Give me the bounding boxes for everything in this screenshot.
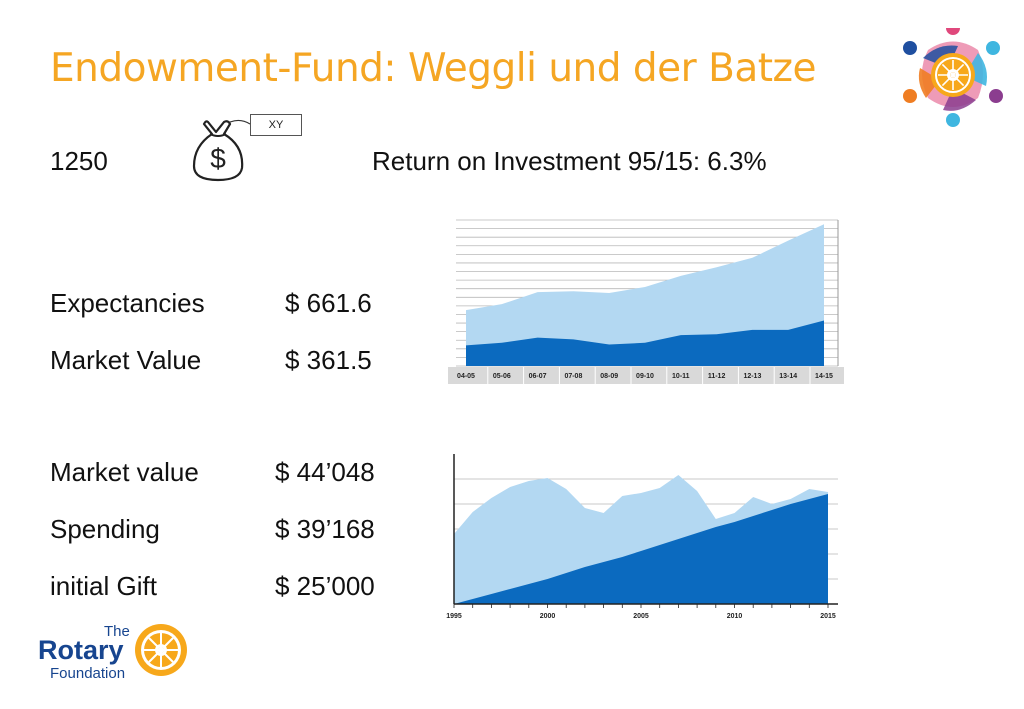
dark-area-series [454, 494, 828, 604]
x-tick-label: 10-11 [672, 373, 690, 380]
light-area-series [466, 224, 824, 366]
x-tick-label: 2000 [540, 613, 556, 620]
row-value: $ 361.5 [285, 345, 372, 375]
row-value: $ 39’168 [275, 514, 375, 544]
row-label: Market value [50, 457, 199, 487]
x-tick-label: 12-13 [743, 373, 761, 380]
x-tick-label: 14-15 [815, 373, 833, 380]
row-label: initial Gift [50, 571, 157, 601]
chart-market-value-by-fiscal-year: 04-05 05-06 06-07 07-08 08-09 09-10 10-11 11-12… [448, 219, 844, 384]
row-value: $ 44’048 [275, 457, 375, 487]
logo-rotary: Rotary [38, 635, 124, 665]
xy-tag: XY [250, 114, 302, 136]
logo-foundation: Foundation [50, 665, 126, 682]
logo-the: The [104, 623, 130, 640]
wheel-center-rotary-emblem [931, 53, 975, 97]
rotary-people-wheel-icon [903, 28, 1003, 127]
x-tick-label: 2005 [633, 613, 649, 620]
row-label: Market Value [50, 345, 202, 375]
x-tick-label: 07-08 [564, 373, 582, 380]
dark-area-series [466, 320, 824, 366]
x-tick-label: 1995 [446, 613, 462, 620]
row-value: $ 25’000 [275, 571, 375, 601]
x-axis-band [448, 367, 844, 384]
row-label: Expectancies [50, 288, 205, 318]
bag-dollar-sign: $ [210, 143, 226, 174]
x-tick-label: 09-10 [636, 373, 654, 380]
slide-title: Endowment-Fund: Weggli und der Batze [50, 46, 817, 91]
row-value: $ 661.6 [285, 288, 372, 318]
x-tick-label: 05-06 [493, 373, 511, 380]
x-tick-label: 08-09 [600, 373, 618, 380]
row-label: Spending [50, 514, 160, 544]
money-bag-icon: $ [192, 120, 244, 182]
count-value: 1250 [50, 146, 108, 176]
x-tick-label: 11-12 [708, 373, 726, 380]
x-tick-label: 13-14 [779, 373, 797, 380]
x-tick-label: 04-05 [457, 373, 475, 380]
x-tick-label: 06-07 [529, 373, 547, 380]
roi-text: Return on Investment 95/15: 6.3% [372, 146, 767, 176]
rotary-wheel-icon [135, 624, 187, 676]
chart-endowment-1995-2015: 1995 2000 2005 2010 2015 [446, 454, 838, 620]
x-tick-label: 2015 [820, 613, 836, 620]
x-tick-label: 2010 [727, 613, 743, 620]
